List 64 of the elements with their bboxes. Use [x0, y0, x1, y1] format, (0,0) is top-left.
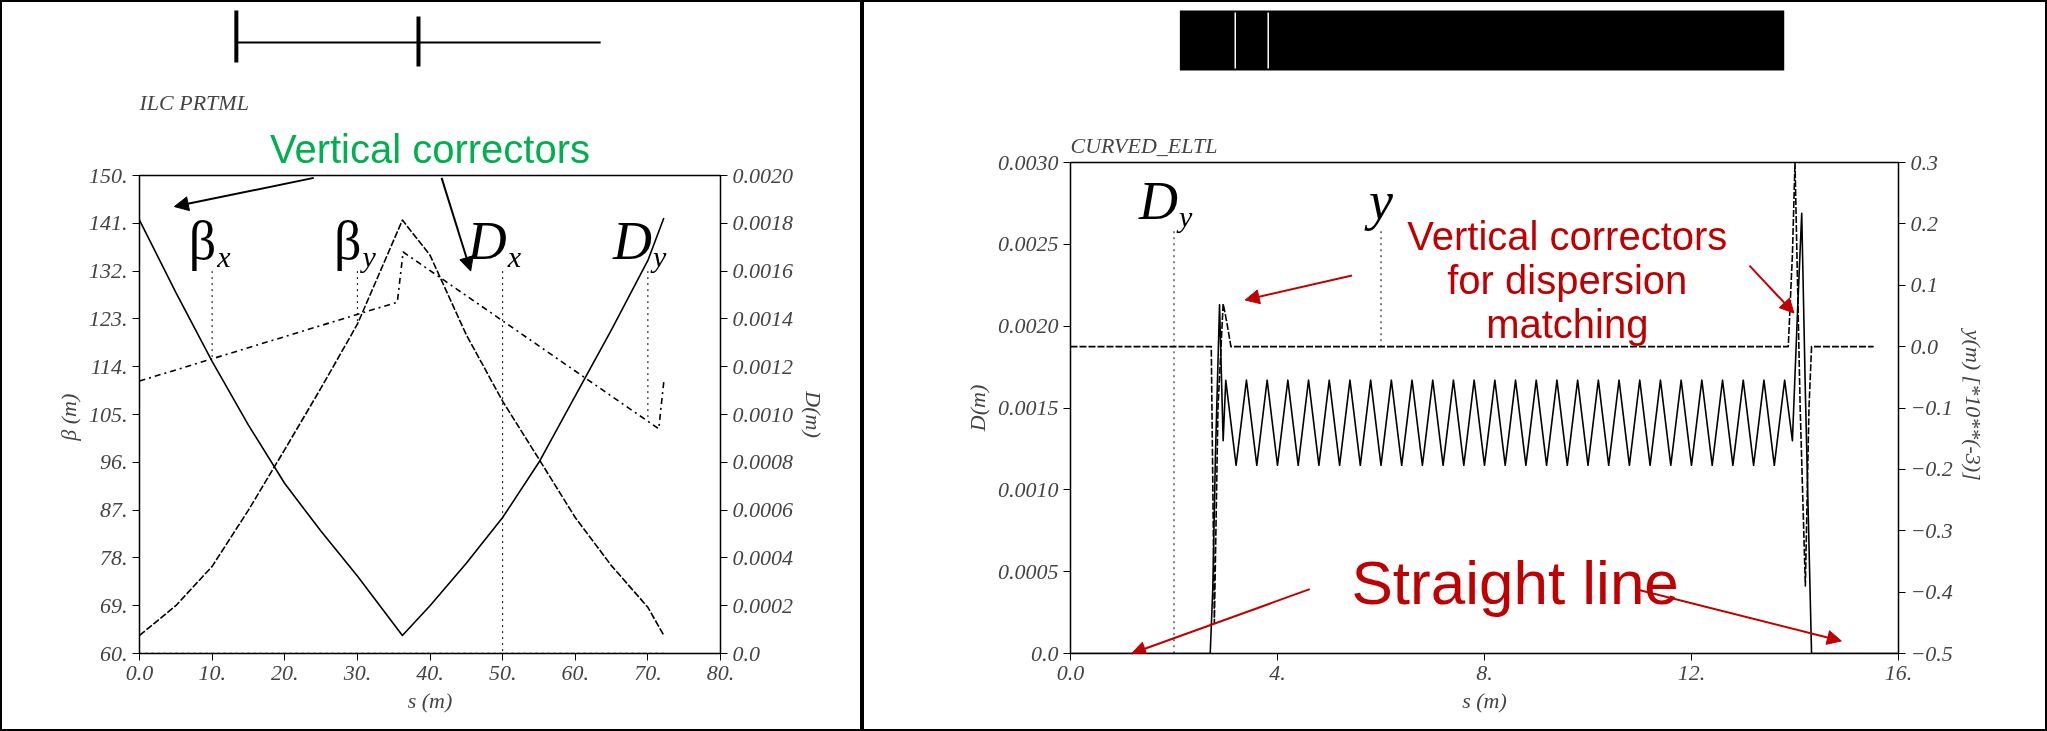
y2-tick-label: 0.0014 [732, 305, 793, 331]
y-tick-label: 123. [89, 305, 128, 331]
y2-tick-label: −0.4 [1910, 579, 1953, 605]
y2-tick-label: 0.0 [1910, 333, 1938, 359]
y-tick-label: 0.0030 [998, 149, 1059, 175]
x-tick-label: 0.0 [1056, 659, 1085, 685]
x-axis-title: s (m) [1462, 687, 1507, 713]
chart-title: ILC PRTML [138, 89, 249, 115]
x-axis-title: s (m) [407, 687, 453, 713]
y2-tick-label: 0.0018 [732, 210, 793, 236]
y2-tick-label: 0.0 [732, 640, 760, 666]
y-tick-label: 141. [89, 210, 128, 236]
y-tick-label: 96. [100, 449, 128, 475]
x-tick-label: 20. [271, 659, 299, 685]
y2-tick-label: 0.0010 [732, 401, 793, 427]
y2-tick-label: −0.5 [1910, 640, 1953, 666]
y-tick-label: 0.0005 [998, 558, 1059, 584]
x-tick-label: 50. [488, 659, 517, 685]
y2-tick-label: −0.2 [1910, 456, 1953, 482]
x-tick-label: 40. [416, 659, 444, 685]
annotation: y [1364, 171, 1394, 232]
y-tick-label: 69. [100, 592, 128, 618]
y-tick-label: 0.0025 [998, 231, 1059, 257]
annotation: Straight line [1351, 548, 1679, 618]
chart-title: CURVED_ELTL [1070, 132, 1218, 158]
y2-tick-label: 0.0008 [732, 449, 793, 475]
x-tick-label: 8. [1476, 659, 1493, 685]
y2-tick-label: 0.2 [1910, 210, 1938, 236]
y-tick-label: 132. [89, 258, 128, 284]
y2-tick-label: 0.0006 [732, 497, 793, 523]
y-tick-label: 114. [90, 353, 128, 379]
x-tick-label: 60. [561, 659, 589, 685]
text: Vertical correctors [269, 126, 591, 171]
y2-tick-label: 0.0020 [732, 162, 793, 188]
y-axis-title: β (m) [56, 393, 81, 442]
y-tick-label: 87. [100, 497, 128, 523]
y2-tick-label: 0.0012 [732, 353, 793, 379]
y-tick-label: 0.0020 [998, 313, 1059, 339]
y2-tick-label: 0.0002 [732, 592, 793, 618]
y-tick-label: 60. [100, 640, 128, 666]
y-axis-title: D(m) [965, 384, 990, 433]
x-tick-label: 12. [1677, 659, 1706, 685]
y2-tick-label: 0.1 [1910, 272, 1938, 298]
x-tick-label: 10. [198, 659, 226, 685]
y2-tick-label: −0.3 [1910, 517, 1953, 543]
y2-tick-label: −0.1 [1910, 395, 1953, 420]
x-tick-label: 16. [1884, 659, 1913, 685]
annotation: Vertical correctors for dispersion matching [1407, 214, 1728, 347]
y-tick-label: 105. [89, 401, 128, 427]
x-tick-label: 70. [634, 659, 662, 685]
x-tick-label: 80. [706, 659, 735, 685]
y2-tick-label: 0.0016 [732, 258, 793, 284]
y2-axis-title: D(m) [801, 390, 826, 438]
y-tick-label: 150. [89, 162, 128, 188]
y2-tick-label: 0.0004 [732, 544, 793, 570]
x-tick-label: 4. [1269, 659, 1286, 685]
y2-axis-title: y(m) [*10**(-3)] [1960, 327, 1986, 481]
y-tick-label: 78. [100, 544, 128, 570]
y-tick-label: 0.0010 [998, 476, 1059, 502]
x-tick-label: 0.0 [125, 659, 154, 685]
y-tick-label: 0.0 [1031, 640, 1059, 666]
x-tick-label: 30. [342, 659, 372, 685]
y2-tick-label: 0.3 [1910, 149, 1938, 175]
y-tick-label: 0.0015 [998, 395, 1059, 420]
